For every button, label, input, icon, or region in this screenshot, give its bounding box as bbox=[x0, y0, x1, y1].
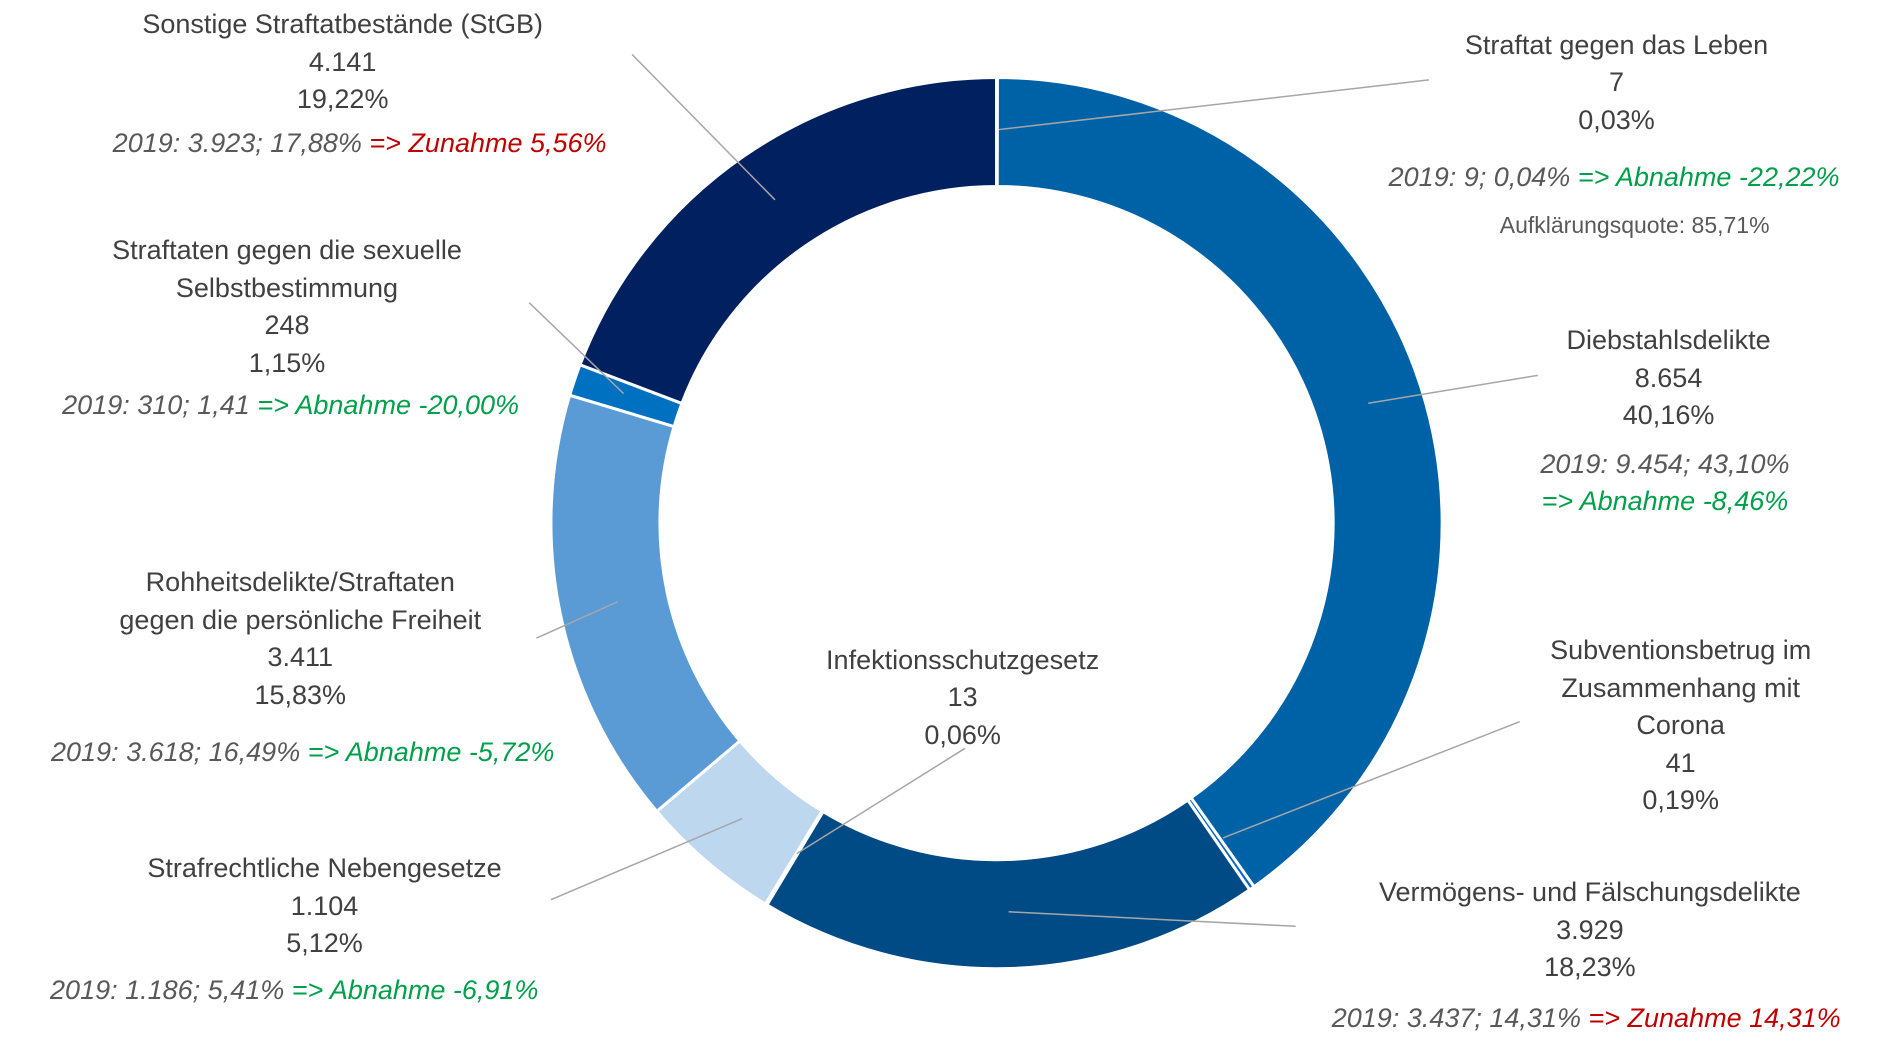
slice-label: Strafrechtliche Nebengesetze 1.104 5,12% bbox=[147, 850, 501, 963]
percentage-label: 19,22% bbox=[296, 84, 389, 115]
percentage-label: 5,12% bbox=[286, 928, 363, 959]
percentage-label: 1,15% bbox=[248, 347, 326, 378]
note-change: => Abnahme -20,00% bbox=[257, 390, 520, 421]
slice-label: Sonstige Straftatbestände (StGB) 4.141 19,… bbox=[142, 6, 543, 119]
value-label: 13 bbox=[947, 682, 978, 713]
percentage-label: 40,16% bbox=[1622, 400, 1715, 431]
note-change: => Abnahme -22,22% bbox=[1577, 161, 1840, 192]
category-label: Straftaten gegen die sexuelle Selbstbest… bbox=[112, 235, 462, 303]
note-text: 2019: 9; 0,04% bbox=[1388, 161, 1571, 192]
leader-line bbox=[550, 817, 743, 901]
leader-line bbox=[1222, 720, 1520, 839]
comparison-note: 2019: 3.923; 17,88% => Zunahme 5,56% bbox=[113, 125, 607, 163]
category-label: Diebstahlsdelikte bbox=[1566, 325, 1771, 356]
comparison-note: 2019: 1.186; 5,41% => Abnahme -6,91% bbox=[50, 972, 538, 1010]
value-label: 41 bbox=[1665, 747, 1696, 778]
value-label: 7 bbox=[1608, 67, 1625, 98]
slice-label: Subventionsbetrug im Zusammenhang mit Co… bbox=[1550, 632, 1811, 820]
category-label: Straftat gegen das Leben bbox=[1464, 29, 1769, 60]
category-label: Rohheitsdelikte/Straftaten gegen die per… bbox=[119, 567, 482, 635]
slice-label: Infektionsschutzgesetz 13 0,06% bbox=[826, 642, 1099, 755]
leader-line bbox=[1368, 374, 1538, 404]
leader-line bbox=[998, 79, 1429, 131]
percentage-label: 0,03% bbox=[1578, 104, 1655, 135]
percentage-label: 15,83% bbox=[254, 679, 347, 710]
category-label: Subventionsbetrug im Zusammenhang mit Co… bbox=[1550, 635, 1812, 741]
category-label: Infektionsschutzgesetz bbox=[826, 644, 1100, 675]
value-label: 1.104 bbox=[290, 890, 359, 921]
slice-label: Rohheitsdelikte/Straftaten gegen die per… bbox=[119, 564, 481, 714]
percentage-label: 18,23% bbox=[1544, 952, 1636, 983]
value-label: 3.411 bbox=[267, 642, 334, 673]
donut-slice bbox=[764, 798, 1252, 971]
leader-line bbox=[536, 601, 618, 639]
leader-line bbox=[528, 302, 625, 395]
value-label: 4.141 bbox=[308, 46, 377, 77]
category-label: Strafrechtliche Nebengesetze bbox=[147, 853, 502, 884]
donut-slice bbox=[549, 393, 742, 814]
note-change: => Zunahme 5,56% bbox=[369, 127, 607, 158]
note-text: 2019: 3.618; 16,49% bbox=[51, 736, 301, 767]
comparison-note: 2019: 3.618; 16,49% => Abnahme -5,72% bbox=[51, 734, 554, 772]
donut-slice bbox=[995, 75, 1444, 889]
comparison-note: 2019: 3.437; 14,31% => Zunahme 14,31% bbox=[1332, 1000, 1841, 1038]
value-label: 3.929 bbox=[1556, 914, 1624, 945]
donut-slice bbox=[578, 75, 999, 406]
comparison-note: 2019: 310; 1,41 => Abnahme -20,00% bbox=[62, 387, 519, 425]
note-change: => Abnahme -8,46% bbox=[1541, 486, 1789, 517]
note-text: 2019: 1.186; 5,41% bbox=[50, 975, 285, 1006]
note-text: 2019: 3.437; 14,31% bbox=[1331, 1003, 1581, 1034]
note-text: 2019: 3.923; 17,88% bbox=[112, 127, 362, 158]
note-change: => Abnahme -5,72% bbox=[307, 736, 555, 767]
percentage-label: 0,19% bbox=[1642, 785, 1719, 816]
comparison-note: 2019: 9; 0,04% => Abnahme -22,22% bbox=[1389, 159, 1840, 197]
note-text: 2019: 9.454; 43,10% bbox=[1540, 448, 1790, 479]
value-label: 8.654 bbox=[1634, 362, 1703, 393]
slice-label: Straftat gegen das Leben 7 0,03% bbox=[1465, 27, 1768, 140]
comparison-note: 2019: 9.454; 43,10% => Abnahme -8,46% bbox=[1540, 446, 1789, 521]
note-change: => Zunahme 14,31% bbox=[1588, 1003, 1841, 1034]
slice-label: Vermögens- und Fälschungsdelikte 3.929 18,… bbox=[1379, 874, 1801, 987]
leader-line bbox=[631, 53, 776, 201]
category-label: Vermögens- und Fälschungsdelikte bbox=[1378, 877, 1801, 908]
percentage-label: 0,06% bbox=[924, 719, 1001, 750]
annotation: Aufklärungsquote: 85,71% bbox=[1499, 211, 1770, 238]
value-label: 248 bbox=[264, 310, 310, 341]
leader-line bbox=[1008, 911, 1296, 928]
note-text: 2019: 310; 1,41 bbox=[62, 390, 250, 421]
leader-line bbox=[796, 747, 966, 855]
slice-label: Diebstahlsdelikte 8.654 40,16% bbox=[1567, 322, 1771, 435]
slice-label: Straftaten gegen die sexuelle Selbstbest… bbox=[112, 232, 462, 382]
note-change: => Abnahme -6,91% bbox=[291, 975, 539, 1006]
category-label: Sonstige Straftatbestände (StGB) bbox=[142, 9, 544, 40]
